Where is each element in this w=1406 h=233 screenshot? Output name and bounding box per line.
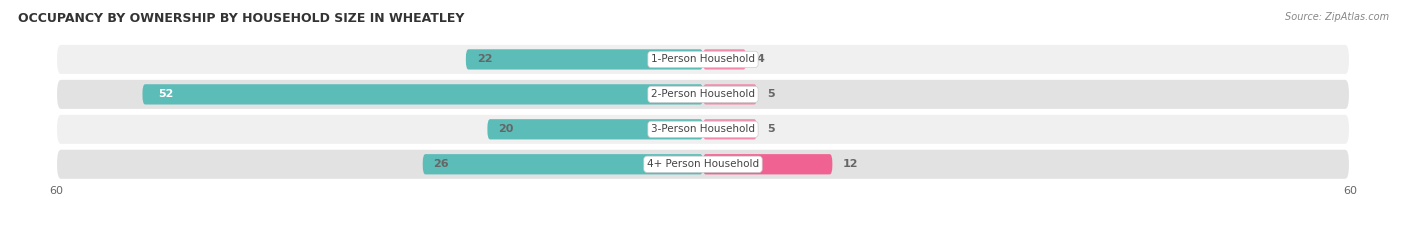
FancyBboxPatch shape [56,149,1350,180]
FancyBboxPatch shape [423,154,703,174]
Text: 1-Person Household: 1-Person Household [651,55,755,64]
FancyBboxPatch shape [465,49,703,69]
Text: 2-Person Household: 2-Person Household [651,89,755,99]
Text: 3-Person Household: 3-Person Household [651,124,755,134]
Text: OCCUPANCY BY OWNERSHIP BY HOUSEHOLD SIZE IN WHEATLEY: OCCUPANCY BY OWNERSHIP BY HOUSEHOLD SIZE… [18,12,464,25]
FancyBboxPatch shape [703,84,756,105]
Text: 4+ Person Household: 4+ Person Household [647,159,759,169]
Text: 5: 5 [768,124,775,134]
FancyBboxPatch shape [56,44,1350,75]
FancyBboxPatch shape [56,114,1350,145]
FancyBboxPatch shape [488,119,703,139]
Text: 12: 12 [844,159,859,169]
Text: 20: 20 [498,124,513,134]
Text: Source: ZipAtlas.com: Source: ZipAtlas.com [1285,12,1389,22]
FancyBboxPatch shape [703,49,747,69]
FancyBboxPatch shape [703,154,832,174]
Text: 4: 4 [756,55,765,64]
Text: 26: 26 [433,159,449,169]
FancyBboxPatch shape [703,119,756,139]
Text: 52: 52 [159,89,174,99]
Text: 22: 22 [477,55,492,64]
FancyBboxPatch shape [56,79,1350,110]
Text: 5: 5 [768,89,775,99]
FancyBboxPatch shape [142,84,703,105]
